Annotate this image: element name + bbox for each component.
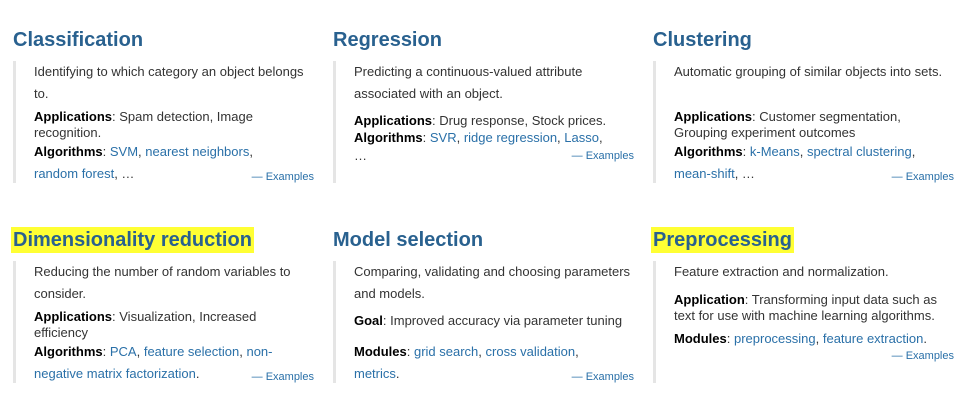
clustering-examples-link[interactable]: — Examples <box>891 171 954 183</box>
modules-label: Modules <box>354 344 407 359</box>
classification-description: Identifying to which category an object … <box>34 64 304 101</box>
applications-label: Applications <box>354 113 433 128</box>
model-selection-panel: Comparing, validating and choosing param… <box>333 261 634 383</box>
classification-examples-link[interactable]: — Examples <box>251 171 314 183</box>
preprocessing-examples-link[interactable]: — Examples <box>891 350 954 362</box>
regression-applications: Applications: Drug response, Stock price… <box>354 113 607 128</box>
preprocessing-modules: Modules: preprocessing, feature extracti… <box>674 331 927 346</box>
algorithms-label: Algorithms <box>674 144 743 159</box>
clustering-title-link[interactable]: Clustering <box>653 29 752 51</box>
cross-validation-link[interactable]: cross validation <box>485 344 576 359</box>
dimensionality-reduction-applications: Applications: Visualization, Increased e… <box>34 309 257 340</box>
model-selection-examples-link[interactable]: — Examples <box>571 371 634 383</box>
clustering-applications: Applications: Customer segmentation, Gro… <box>674 109 901 140</box>
dimensionality-reduction-title-link[interactable]: Dimensionality reduction <box>11 227 254 253</box>
pca-link[interactable]: PCA <box>109 344 137 359</box>
svr-link[interactable]: SVR <box>429 130 457 145</box>
regression-panel: Predicting a continuous-valued attribute… <box>333 61 634 183</box>
svm-link[interactable]: SVM <box>109 144 139 159</box>
preprocessing-description: Feature extraction and normalization. <box>674 264 889 279</box>
grid-search-link[interactable]: grid search <box>413 344 479 359</box>
feature-extraction-link[interactable]: feature extraction <box>822 331 924 346</box>
dimensionality-reduction-algorithms: Algorithms: PCA, feature selection, non-… <box>34 344 273 381</box>
applications-label: Applications <box>674 109 753 124</box>
mean-shift-link[interactable]: mean-shift <box>674 166 735 181</box>
classification-title-link[interactable]: Classification <box>13 29 144 51</box>
goal-label: Goal <box>354 313 383 328</box>
preprocessing-panel: Feature extraction and normalization. Ap… <box>653 261 954 383</box>
model-selection-description: Comparing, validating and choosing param… <box>354 264 631 301</box>
algorithms-label: Algorithms <box>34 144 103 159</box>
dimensionality-reduction-panel: Reducing the number of random variables … <box>13 261 314 383</box>
classification-algorithms: Algorithms: SVM, nearest neighbors, rando… <box>34 144 253 181</box>
dimensionality-reduction-examples-link[interactable]: — Examples <box>251 371 314 383</box>
preprocessing-title-link[interactable]: Preprocessing <box>651 227 794 253</box>
preprocessing-application: Application: Transforming input data suc… <box>674 292 937 323</box>
regression-title-link[interactable]: Regression <box>333 29 442 51</box>
clustering-description: Automatic grouping of similar objects in… <box>674 64 943 79</box>
modules-label: Modules <box>674 331 727 346</box>
model-selection-goal: Goal: Improved accuracy via parameter tu… <box>354 313 623 328</box>
dimensionality-reduction-description: Reducing the number of random variables … <box>34 264 291 301</box>
metrics-link[interactable]: metrics <box>354 366 396 381</box>
k-means-link[interactable]: k-Means <box>749 144 800 159</box>
preprocessing-module-link[interactable]: preprocessing <box>733 331 816 346</box>
regression-examples-link[interactable]: — Examples <box>571 150 634 162</box>
ridge-regression-link[interactable]: ridge regression <box>463 130 558 145</box>
regression-description: Predicting a continuous-valued attribute… <box>354 64 583 101</box>
model-selection-modules: Modules: grid search, cross validation, m… <box>354 344 579 381</box>
classification-panel: Identifying to which category an object … <box>13 61 314 183</box>
regression-algorithms: Algorithms: SVR, ridge regression, Lasso… <box>354 130 603 163</box>
clustering-panel: Automatic grouping of similar objects in… <box>653 61 954 183</box>
random-forest-link[interactable]: random forest <box>34 166 115 181</box>
lasso-link[interactable]: Lasso <box>564 130 599 145</box>
feature-selection-link[interactable]: feature selection <box>143 344 240 359</box>
clustering-algorithms: Algorithms: k-Means, spectral clustering… <box>674 144 916 181</box>
model-selection-title-link[interactable]: Model selection <box>333 229 484 251</box>
algorithms-label: Algorithms <box>34 344 103 359</box>
applications-label: Applications <box>34 309 113 324</box>
algorithms-label: Algorithms <box>354 130 423 145</box>
applications-label: Applications <box>34 109 113 124</box>
spectral-clustering-link[interactable]: spectral clustering <box>806 144 912 159</box>
nearest-neighbors-link[interactable]: nearest neighbors <box>145 144 250 159</box>
application-label: Application <box>674 292 745 307</box>
nmf-link[interactable]: non-negative matrix factorization <box>34 344 273 381</box>
classification-applications: Applications: Spam detection, Image reco… <box>34 109 253 140</box>
